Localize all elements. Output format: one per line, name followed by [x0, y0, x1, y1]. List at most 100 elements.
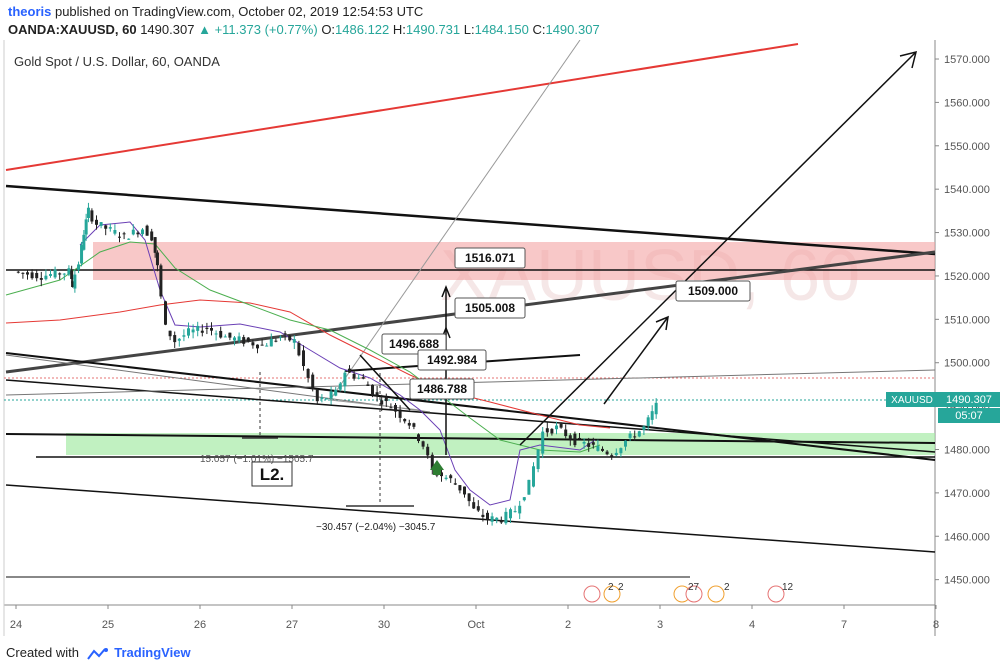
projection-arrow-short[interactable]: [603, 316, 669, 405]
time-tick-label: 25: [102, 619, 114, 631]
time-axis[interactable]: 24 25 26 27 30 Oct 2 3 4 7 8: [10, 605, 939, 631]
candle-body: [637, 431, 641, 437]
candle-body: [578, 437, 581, 439]
countdown-tag-text: 05:07: [955, 410, 983, 422]
candle-body: [587, 443, 591, 447]
label-1492-text: 1492.984: [427, 353, 477, 367]
candle-body: [417, 434, 420, 442]
label-1516-text: 1516.071: [465, 251, 515, 265]
lower-channel-line[interactable]: [5, 484, 936, 553]
close-value: 1490.307: [545, 22, 600, 37]
label-1509[interactable]: 1509.000: [675, 280, 751, 302]
candle-body: [173, 335, 177, 343]
price-chart[interactable]: XAUUSD, 60: [0, 39, 1004, 636]
candle-body: [84, 219, 88, 235]
time-tick-label: 24: [10, 619, 22, 631]
price-axis[interactable]: 1450.0001460.0001470.0001480.0001490.000…: [935, 54, 990, 587]
author-link[interactable]: theoris: [8, 4, 52, 19]
event-icon[interactable]: [707, 585, 725, 603]
thin-gray-line[interactable]: [5, 354, 431, 413]
us-flag-icon[interactable]: [685, 585, 703, 603]
candle-body: [302, 350, 305, 367]
measure-text-1: 15.057 (−1.01%) −1505.7: [200, 454, 314, 465]
candle-body: [200, 330, 204, 333]
label-1486[interactable]: 1486.788: [409, 378, 475, 400]
candle-body: [39, 278, 43, 280]
label-1496-text: 1496.688: [389, 337, 439, 351]
l2-box[interactable]: [251, 461, 293, 487]
candle-body: [541, 431, 545, 454]
candle-body: [605, 451, 609, 455]
flat-support-line[interactable]: [5, 433, 936, 444]
upper-channel-line[interactable]: [5, 184, 936, 256]
price-tick-label: 1530.000: [944, 228, 990, 240]
candle-body: [573, 433, 577, 446]
time-tick-label: 2: [565, 619, 571, 631]
symbol-tag-text: XAUUSD: [891, 395, 933, 406]
candle-body: [403, 419, 407, 422]
label-1516[interactable]: 1516.071: [454, 247, 526, 269]
close-label: C:: [532, 22, 546, 37]
time-tick-label: 7: [841, 619, 847, 631]
label-1509-text: 1509.000: [688, 284, 738, 298]
candle-body: [187, 328, 190, 336]
candle-body: [283, 333, 287, 335]
us-flag-icon[interactable]: [767, 585, 785, 603]
down-arrow-line: [359, 354, 411, 411]
support-zone[interactable]: [66, 433, 935, 455]
event-badges[interactable]: 2 2 27 2 12: [583, 582, 794, 603]
tradingview-link[interactable]: TradingView: [114, 645, 191, 660]
candle-body: [398, 409, 402, 418]
candle-body: [334, 389, 338, 396]
candle-body: [73, 274, 77, 289]
projection-arrow-long[interactable]: [519, 51, 917, 446]
candle-body: [297, 342, 301, 356]
candle-body: [614, 452, 618, 456]
candle-body: [361, 377, 365, 379]
open-label: O:: [321, 22, 336, 37]
candle-body: [118, 236, 121, 238]
price-tick-label: 1520.000: [944, 271, 990, 283]
open-value: 1486.122: [335, 22, 390, 37]
ema-fast-line: [79, 221, 596, 506]
time-tick-label: 30: [378, 619, 390, 631]
candle-body: [177, 338, 181, 341]
candle-body: [16, 271, 20, 273]
time-tick-label: Oct: [467, 619, 484, 631]
label-1505[interactable]: 1505.008: [454, 297, 526, 319]
candle-body: [95, 219, 98, 225]
candle-body: [591, 442, 595, 445]
candle-body: [624, 440, 627, 447]
fib-fan-line[interactable]: [329, 39, 581, 401]
candle-body: [246, 337, 250, 342]
price-tick-label: 1450.000: [944, 575, 990, 587]
second-channel-line[interactable]: [5, 379, 936, 453]
candle-body: [495, 517, 499, 521]
candle-body: [430, 454, 434, 470]
candle-body: [214, 333, 218, 335]
red-trend-line[interactable]: [5, 43, 799, 171]
time-tick-label: 4: [749, 619, 755, 631]
quote-line: OANDA:XAUUSD, 60 1490.307 ▲ +11.373 (+0.…: [8, 22, 600, 37]
label-1496[interactable]: 1496.688: [381, 333, 447, 355]
label-1492[interactable]: 1492.984: [417, 349, 487, 371]
chart-area[interactable]: XAUUSD, 60: [0, 39, 1004, 636]
publish-info: published on TradingView.com, October 02…: [54, 4, 424, 19]
candle-body: [654, 402, 658, 415]
candle-body: [44, 275, 48, 280]
change-label: +11.373 (+0.77%): [214, 22, 318, 37]
candle-body: [504, 511, 508, 524]
candle-body: [53, 269, 57, 278]
us-flag-icon[interactable]: [583, 585, 601, 603]
candle-body: [279, 336, 282, 338]
event-icon[interactable]: [603, 585, 621, 603]
candle-body: [306, 368, 310, 378]
candle-body: [35, 273, 39, 279]
candle-body: [449, 475, 453, 479]
ema-slow-line: [5, 299, 611, 429]
candle-body: [568, 435, 572, 440]
candle-body: [545, 428, 549, 433]
price-tick-label: 1460.000: [944, 531, 990, 543]
candle-body: [210, 327, 213, 331]
candle-body: [527, 479, 531, 495]
